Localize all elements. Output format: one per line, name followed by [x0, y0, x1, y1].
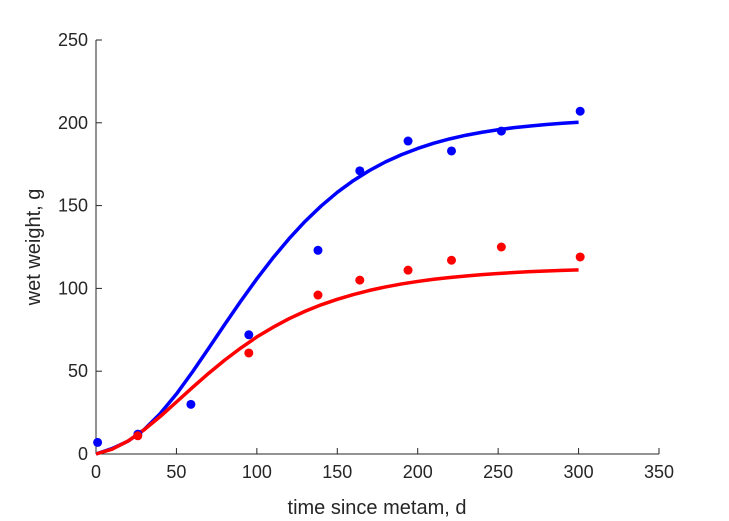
tick-labels: 0 50 100 150 200 250 300 350 0 50 100 150 200 250: [58, 30, 674, 482]
y-axis-label: wet weight, g: [23, 189, 45, 307]
data-point: [403, 136, 413, 146]
data-point: [313, 290, 323, 300]
data-point: [446, 255, 456, 265]
y-tick-label: 50: [68, 361, 88, 381]
fit-curve-line: [95, 268, 579, 456]
data-point: [244, 348, 254, 358]
data-point: [575, 252, 585, 262]
fit-curve-line: [95, 120, 579, 456]
x-tick-label: 250: [483, 462, 513, 482]
data-point: [186, 399, 196, 409]
data-point: [313, 245, 323, 255]
y-tick-label: 100: [58, 278, 88, 298]
data-point: [355, 275, 365, 285]
data-point: [93, 437, 103, 447]
x-tick-label: 300: [564, 462, 594, 482]
y-tick-label: 0: [78, 444, 88, 464]
data-point: [403, 265, 413, 275]
data-point: [133, 431, 143, 441]
data-point: [496, 126, 506, 136]
x-tick-label: 200: [403, 462, 433, 482]
x-tick-label: 150: [322, 462, 352, 482]
y-tick-label: 150: [58, 196, 88, 216]
data-point: [355, 166, 365, 176]
data-points: [93, 106, 585, 447]
x-tick-label: 0: [91, 462, 101, 482]
data-point: [575, 106, 585, 116]
fit-curves: [95, 120, 579, 456]
data-point: [244, 330, 254, 340]
x-tick-label: 100: [242, 462, 272, 482]
x-tick-label: 350: [644, 462, 674, 482]
x-tick-label: 50: [166, 462, 186, 482]
x-axis-label: time since metam, d: [288, 497, 467, 519]
axes: [95, 39, 660, 455]
y-tick-label: 200: [58, 113, 88, 133]
data-point: [446, 146, 456, 156]
y-tick-label: 250: [58, 30, 88, 50]
data-point: [496, 242, 506, 252]
